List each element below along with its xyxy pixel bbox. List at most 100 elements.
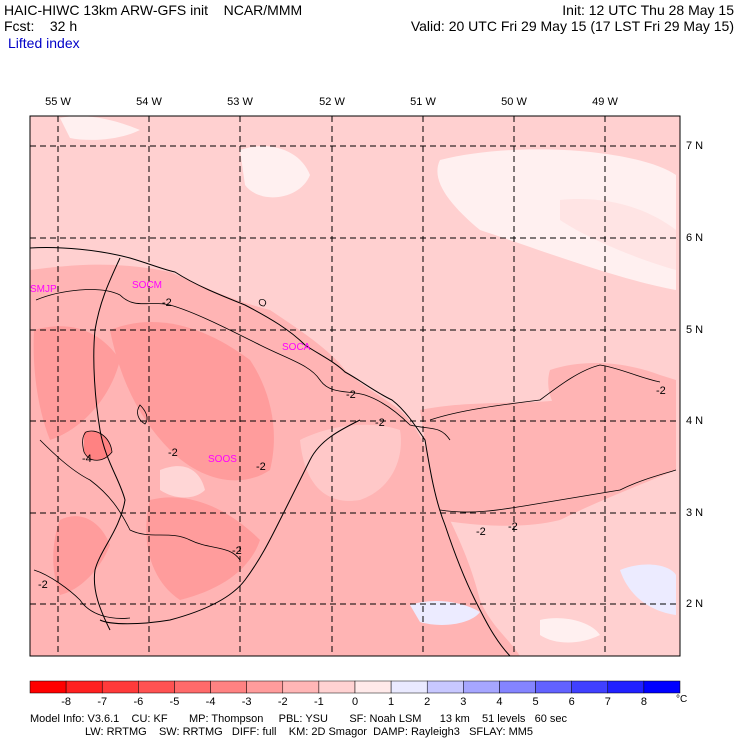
field-name: Lifted index — [8, 35, 80, 51]
colorbar-swatch — [499, 680, 536, 694]
lat-label: 5 N — [686, 324, 704, 336]
contour-label: -2 — [162, 297, 172, 309]
colorbar-tick-label: 3 — [460, 696, 467, 708]
contour-label: -4 — [82, 453, 92, 465]
contour-line — [33, 569, 131, 619]
coastline — [30, 246, 511, 656]
colorbar-swatch — [643, 680, 681, 694]
station-socm: SOCM — [132, 280, 162, 291]
field-core-strong — [53, 516, 110, 595]
colorbar-swatch — [210, 680, 247, 694]
colorbar-swatch — [246, 680, 284, 694]
colorbar-tick-label: -2 — [277, 696, 288, 708]
field-patch-pale — [240, 146, 310, 198]
colorbar-tick-label: 4 — [496, 696, 503, 708]
field-patch-pale — [560, 199, 676, 270]
contour-label: -2 — [232, 545, 242, 557]
colorbar-swatch — [535, 680, 572, 694]
valid-time: Valid: 20 UTC Fri 29 May 15 (17 LST Fri … — [410, 18, 734, 34]
colorbar-tick-label: 7 — [604, 696, 611, 708]
contour-line — [258, 299, 267, 307]
contour-labels: -2 -2 -2 -2 -2 -2 -2 -2 -4 -2 -2 — [38, 297, 666, 591]
contour-line — [137, 404, 148, 425]
field-patch-pale-inland — [160, 466, 205, 498]
colorbar-swatch — [174, 680, 211, 694]
lon-label: 49 W — [592, 96, 618, 108]
model-info-line1: Model Info: V3.6.1 CU: KF MP: Thompson P… — [30, 713, 567, 725]
lon-label: 55 W — [45, 96, 71, 108]
colorbar-swatch — [426, 680, 464, 694]
contour-label: -2 — [508, 521, 518, 533]
colorbar-tick-label: -1 — [313, 696, 324, 708]
colorbar-swatch — [607, 680, 645, 694]
colorbar-tick-label: 0 — [351, 696, 359, 708]
colorbar-swatch — [463, 680, 500, 694]
map-frame — [29, 115, 681, 657]
station-soos: SOOS — [208, 454, 237, 465]
contour-label: -2 — [256, 461, 266, 473]
colorbar-swatch — [390, 680, 428, 694]
contour-line — [82, 430, 113, 461]
colorbar-tick-label: 1 — [388, 696, 395, 708]
colorbar-tick-label: 6 — [568, 696, 575, 708]
field-patch-pale — [540, 618, 600, 643]
station-smjp: SMJP — [30, 284, 57, 295]
colorbar-swatch — [65, 680, 103, 694]
contour-label: -2 — [656, 385, 666, 397]
field-core-strongest — [84, 430, 112, 461]
contour-line — [39, 439, 241, 561]
lat-lon-grid — [30, 116, 680, 656]
field-patch-east — [420, 398, 676, 526]
field-patch-positive — [620, 564, 676, 615]
field-patch-pale — [60, 116, 140, 140]
contour-label: -2 — [168, 447, 178, 459]
lon-label: 53 W — [227, 96, 253, 108]
colorbar-swatch — [138, 680, 175, 694]
field-core-strong — [146, 497, 260, 600]
field-core-strong — [33, 326, 120, 440]
init-time: Init: 12 UTC Thu 28 May 15 — [562, 2, 734, 18]
lat-label: 7 N — [686, 140, 704, 152]
colorbar-unit: °C — [676, 694, 688, 705]
lat-label: 2 N — [686, 598, 704, 610]
border-suriname — [93, 257, 126, 631]
colorbar-tick-label: -3 — [241, 696, 252, 708]
contour-lines — [33, 289, 677, 619]
lat-label: 6 N — [686, 232, 704, 244]
colorbar-swatch — [101, 680, 139, 694]
colorbar-swatch — [29, 680, 67, 694]
colorbar-tick-label: -5 — [169, 696, 180, 708]
colorbar-tick-label: 8 — [640, 696, 647, 708]
colorbar — [29, 680, 681, 694]
colorbar-swatch — [354, 680, 392, 694]
contour-line — [35, 289, 451, 441]
colorbar-tick-label: -6 — [133, 696, 144, 708]
lon-label: 52 W — [319, 96, 345, 108]
colorbar-swatch — [571, 680, 609, 694]
contour-line — [429, 364, 661, 421]
lon-label: 51 W — [410, 96, 436, 108]
lat-label: 3 N — [686, 507, 704, 519]
colorbar-swatch — [318, 680, 356, 694]
lat-label: 4 N — [686, 415, 704, 427]
colorbar-tick-label: -4 — [205, 696, 216, 708]
border-french-guiana — [99, 419, 361, 625]
field-patch-positive — [410, 600, 480, 625]
coastlines-borders — [30, 246, 511, 656]
contour-label: -2 — [375, 417, 385, 429]
contour-label: -2 — [38, 579, 48, 591]
contour-line — [439, 469, 677, 513]
colorbar-tick-label: 5 — [532, 696, 539, 708]
field-patch-pale — [437, 149, 676, 290]
colorbar-tick-label: -8 — [61, 696, 71, 708]
lifted-index-field — [30, 116, 680, 656]
field-core-strong — [110, 321, 274, 481]
station-soca: SOCA — [282, 342, 311, 353]
lon-label: 50 W — [501, 96, 527, 108]
lon-label: 54 W — [136, 96, 162, 108]
forecast-hour: Fcst: 32 h — [4, 18, 78, 34]
plot-title: HAIC-HIWC 13km ARW-GFS init NCAR/MMM — [4, 2, 303, 18]
contour-label: -2 — [346, 389, 356, 401]
colorbar-swatch — [282, 680, 320, 694]
